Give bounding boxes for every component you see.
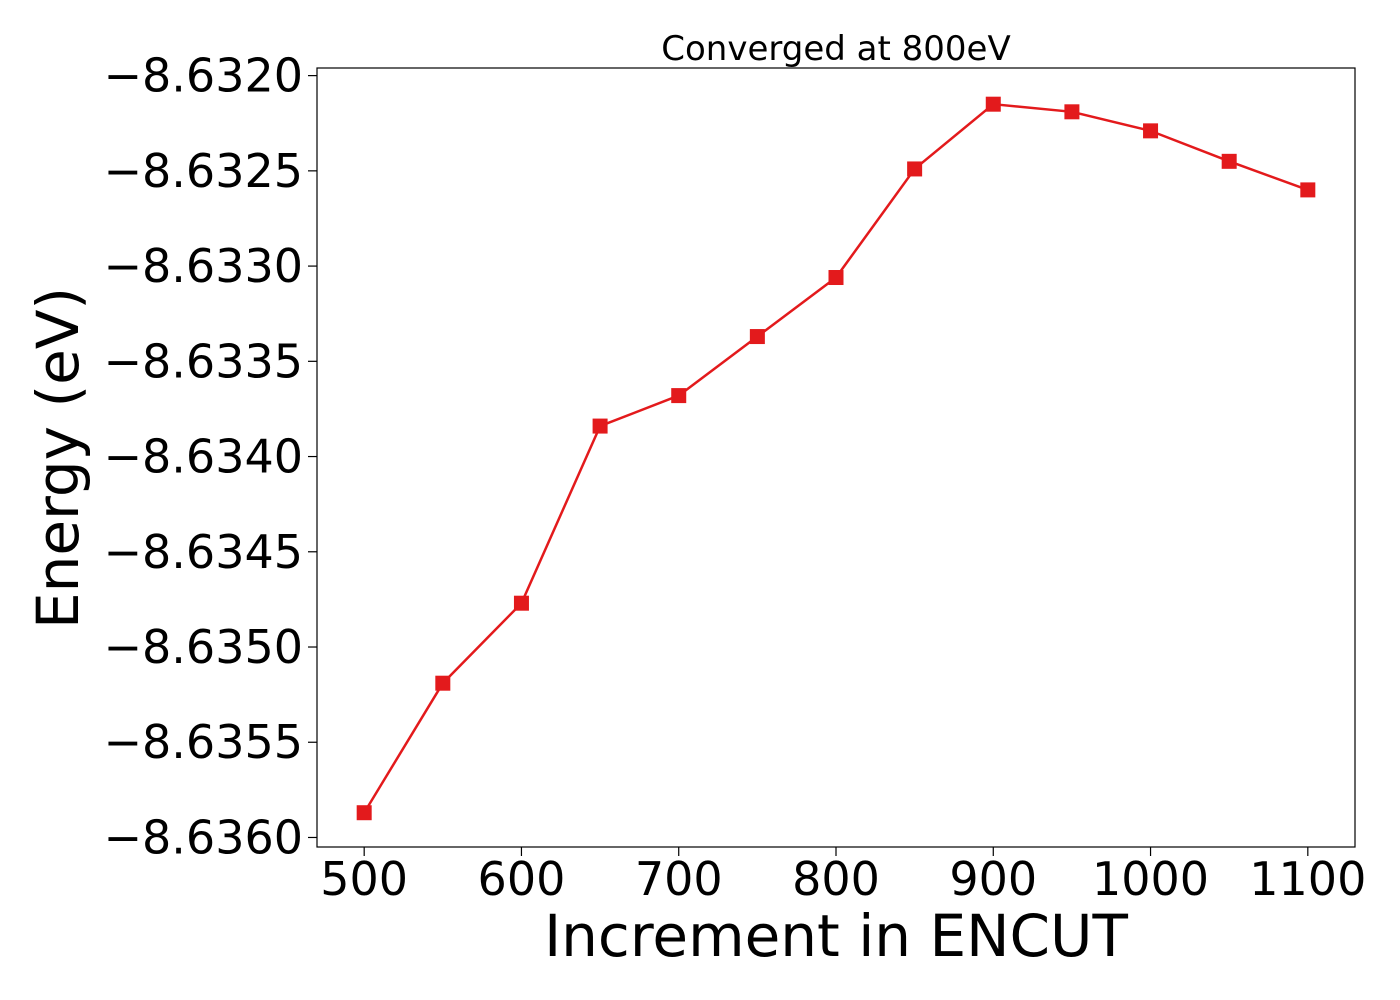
- data-point-marker: [356, 805, 372, 821]
- y-tick-label: −8.6335: [104, 334, 304, 388]
- data-point-marker: [592, 418, 608, 434]
- data-point-marker: [671, 388, 687, 404]
- data-point-marker: [749, 329, 765, 345]
- x-tick-label: 700: [635, 852, 723, 906]
- y-axis-title: Energy (eV): [24, 287, 92, 629]
- y-tick-label: −8.6330: [104, 239, 304, 293]
- data-point-marker: [435, 675, 451, 691]
- x-tick-label: 800: [792, 852, 880, 906]
- y-tick-label: −8.6355: [104, 715, 304, 769]
- chart-title: Converged at 800eV: [661, 29, 1010, 69]
- x-tick-label: 1000: [1092, 852, 1209, 906]
- data-point-marker: [985, 96, 1001, 112]
- y-tick-label: −8.6360: [104, 810, 304, 864]
- data-point-marker: [828, 270, 844, 286]
- x-axis-title: Increment in ENCUT: [544, 902, 1128, 970]
- y-tick-label: −8.6350: [104, 620, 304, 674]
- data-point-marker: [1064, 104, 1080, 120]
- data-point-marker: [513, 595, 529, 611]
- y-tick-label: −8.6325: [104, 144, 304, 198]
- y-tick-label: −8.6345: [104, 525, 304, 579]
- y-tick-label: −8.6340: [104, 430, 304, 484]
- x-tick-label: 600: [478, 852, 566, 906]
- x-tick-label: 900: [949, 852, 1037, 906]
- data-point-marker: [907, 161, 923, 177]
- data-point-marker: [1143, 123, 1159, 139]
- y-tick-label: −8.6320: [104, 49, 304, 103]
- data-point-marker: [1300, 182, 1316, 198]
- plot-area: 500 600 700 800 900 1000 1100 −8.6320 −8.6325 −8.…: [104, 49, 1367, 906]
- x-tick-label: 1100: [1249, 852, 1366, 906]
- x-tick-label: 500: [320, 852, 408, 906]
- data-point-marker: [1221, 153, 1237, 169]
